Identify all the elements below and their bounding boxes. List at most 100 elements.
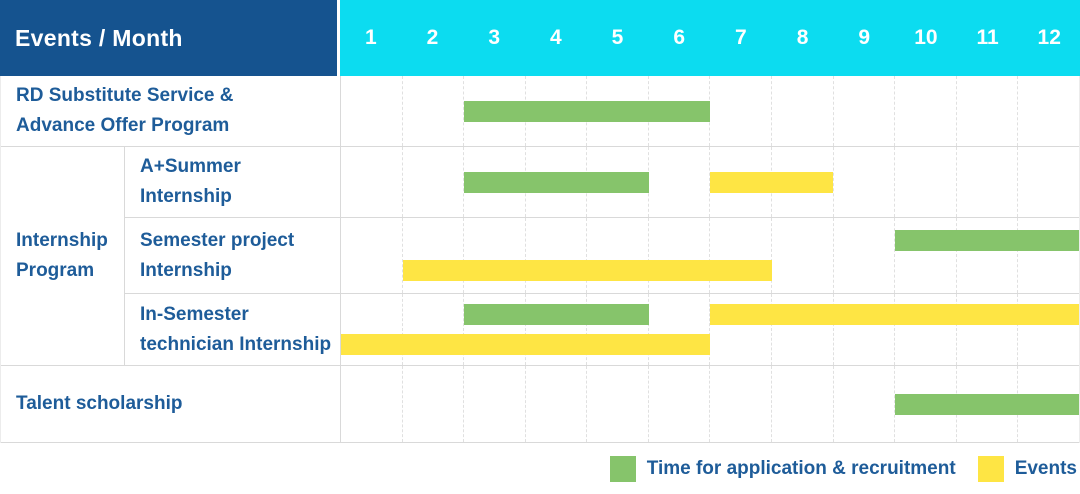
month-gridline-cell	[464, 294, 526, 365]
row-label-semester-project: Semester project Internship	[125, 218, 341, 293]
month-gridline-cell	[957, 218, 1019, 293]
month-gridline-cell	[587, 294, 649, 365]
events-bar	[402, 260, 772, 281]
month-label: 8	[796, 26, 809, 49]
label-line: A+Summer	[140, 156, 241, 177]
month-label: 3	[488, 26, 501, 49]
month-label: 7	[735, 26, 747, 49]
month-label: 10	[914, 26, 938, 49]
month-gridline-cell	[649, 294, 711, 365]
chart-area-talent-scholarship	[341, 366, 1079, 442]
row-label-rd-substitute: RD Substitute Service & Advance Offer Pr…	[1, 76, 341, 146]
events-bar	[341, 334, 710, 355]
legend: Time for application & recruitment Event…	[0, 443, 1080, 494]
month-gridline-cell	[834, 147, 896, 217]
chart-area-a-plus-summer	[341, 147, 1079, 217]
label-line: Internship	[140, 259, 232, 281]
application-recruitment-bar	[464, 171, 649, 193]
month-gridline-cell	[710, 76, 773, 146]
label-line: RD Substitute Service &	[16, 85, 234, 106]
month-gridline-cell	[710, 366, 773, 442]
events-bar	[710, 171, 833, 193]
legend-item-application-recruitment: Time for application & recruitment	[609, 456, 956, 482]
month-gridline-cell	[710, 294, 773, 365]
month-gridline-cell	[341, 76, 403, 146]
month-gridline-cell	[772, 294, 834, 365]
label-line: technician Internship	[140, 333, 332, 355]
application-recruitment-bar	[894, 393, 1079, 415]
month-gridline-cell	[341, 147, 403, 217]
month-gridline-cell	[587, 366, 649, 442]
chart-area-semester-project	[341, 218, 1079, 293]
table-body: RD Substitute Service & Advance Offer Pr…	[0, 76, 1080, 443]
month-gridline-cell	[526, 294, 588, 365]
month-gridline-cell	[464, 366, 526, 442]
label-line: Semester project	[140, 229, 295, 251]
month-gridline-cell	[526, 366, 588, 442]
chart-area-rd-substitute	[341, 76, 1079, 146]
month-gridline-cell	[772, 147, 834, 217]
month-label: 2	[426, 26, 439, 49]
month-label: 5	[611, 26, 624, 49]
label-line: Talent scholarship	[16, 393, 183, 414]
month-gridline-cell	[341, 366, 403, 442]
row-label-in-semester-technician: In-Semester technician Internship	[125, 294, 341, 365]
month-gridline-cell	[587, 218, 649, 293]
month-gridline-cell	[403, 76, 465, 146]
legend-item-events: Events	[977, 456, 1077, 482]
chart-area-in-semester-technician	[341, 294, 1079, 365]
month-gridline-cell	[403, 366, 465, 442]
legend-label: Events	[1014, 458, 1077, 479]
month-gridline-cell	[649, 218, 711, 293]
label-line: Program	[16, 260, 95, 281]
month-gridline-cell	[403, 218, 465, 293]
month-label: 4	[550, 26, 562, 49]
label-line: Internship	[16, 230, 108, 251]
month-gridline-cell	[772, 366, 834, 442]
month-gridline-cell	[957, 294, 1019, 365]
month-label: 6	[673, 26, 686, 49]
legend-label: Time for application & recruitment	[646, 458, 956, 479]
events-bar	[710, 304, 1079, 325]
events-month-header-cell: Events / Month	[0, 0, 340, 76]
month-gridline-cell	[710, 218, 773, 293]
row-a-plus-summer: A+Summer Internship	[125, 147, 1079, 218]
month-gridline-cell	[649, 366, 711, 442]
month-label: 9	[858, 26, 871, 49]
month-gridline-cell	[649, 147, 711, 217]
month-label: 12	[1037, 26, 1061, 49]
month-gridline-cell	[834, 218, 896, 293]
row-semester-project: Semester project Internship	[125, 218, 1079, 294]
row-label-talent-scholarship: Talent scholarship	[1, 366, 341, 442]
application-recruitment-bar	[464, 304, 649, 325]
month-gridline-cell	[403, 147, 465, 217]
month-gridline-cell	[895, 294, 957, 365]
row-label-a-plus-summer: A+Summer Internship	[125, 147, 341, 217]
internship-program-group: Internship Program A+Summer Internship S…	[1, 147, 1079, 366]
table-header: Events / Month 1 2 3 4 5 6 7 8 9 10 11 12	[0, 0, 1080, 76]
month-gridline-cell	[341, 218, 403, 293]
month-gridline-cell	[957, 147, 1019, 217]
month-gridline-cell	[341, 294, 403, 365]
month-gridline-cell	[834, 294, 896, 365]
label-line: In-Semester	[140, 303, 249, 325]
green-swatch-icon	[609, 456, 636, 482]
month-gridline-cell	[895, 76, 957, 146]
row-rd-substitute: RD Substitute Service & Advance Offer Pr…	[1, 76, 1079, 147]
application-recruitment-bar	[464, 100, 710, 122]
month-label: 11	[976, 26, 999, 49]
month-gridline-cell	[403, 294, 465, 365]
label-line: Advance Offer Program	[16, 115, 230, 136]
month-gridline-cell	[772, 76, 834, 146]
month-label: 1	[364, 26, 377, 49]
month-gridline-cell	[526, 218, 588, 293]
row-in-semester-technician: In-Semester technician Internship	[125, 294, 1079, 365]
month-gridline-cell	[834, 76, 896, 146]
month-gridline-cell	[772, 218, 834, 293]
application-recruitment-bar	[894, 230, 1079, 251]
month-gridline-cell	[895, 218, 957, 293]
label-line: Internship	[140, 186, 232, 207]
month-gridline-cell	[464, 218, 526, 293]
group-label-internship-program: Internship Program	[1, 147, 125, 365]
